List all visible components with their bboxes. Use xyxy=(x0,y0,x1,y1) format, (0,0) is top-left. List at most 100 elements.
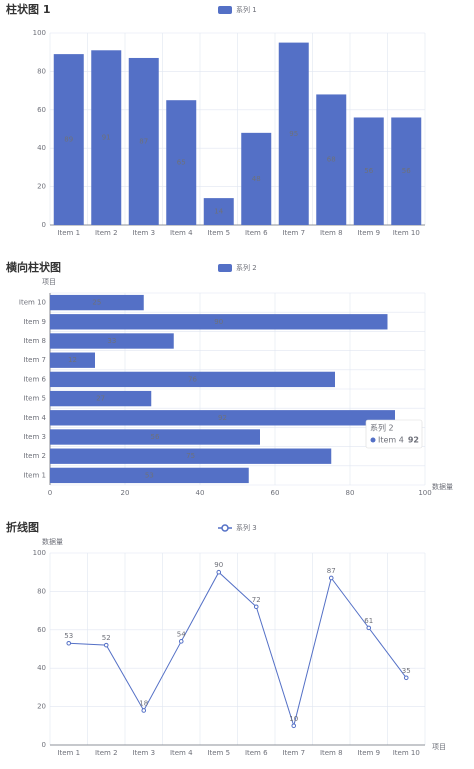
x-tick-label: Item 7 xyxy=(282,229,305,237)
data-label: 56 xyxy=(364,167,373,175)
data-label: 61 xyxy=(364,617,373,625)
y-tick-label: Item 6 xyxy=(23,375,46,383)
y-axis-title: 项目 xyxy=(42,278,56,286)
point xyxy=(141,708,147,713)
y-tick-label: Item 2 xyxy=(23,452,46,460)
x-tick-label: Item 1 xyxy=(57,229,80,237)
y-tick-label: Item 4 xyxy=(23,414,46,422)
y-tick-label: 60 xyxy=(37,106,46,114)
x-tick-label: Item 10 xyxy=(393,229,420,237)
x-tick-label: 60 xyxy=(271,489,280,497)
data-label: 68 xyxy=(327,156,336,164)
bar xyxy=(50,429,260,445)
bar xyxy=(50,467,249,484)
data-label: 12 xyxy=(68,356,77,364)
chart-title: 折线图 xyxy=(6,520,39,534)
y-tick-label: Item 1 xyxy=(23,471,46,479)
x-tick-label: 100 xyxy=(418,489,431,497)
x-tick-label: Item 3 xyxy=(132,749,155,757)
bar xyxy=(50,371,335,388)
point xyxy=(366,625,372,631)
bar xyxy=(203,198,234,225)
data-label: 72 xyxy=(252,596,261,604)
x-tick-label: Item 8 xyxy=(320,229,343,237)
line xyxy=(68,571,407,728)
x-tick-label: Item 6 xyxy=(245,229,268,237)
tooltip: 系列 2 Item 4 92 xyxy=(365,419,423,449)
x-tick-label: 0 xyxy=(48,489,52,497)
legend-marker xyxy=(221,524,229,532)
y-tick-label: 100 xyxy=(33,549,46,557)
x-tick-label: Item 5 xyxy=(207,229,230,237)
data-label: 65 xyxy=(177,159,186,167)
data-label: 18 xyxy=(139,699,148,707)
y-tick-label: Item 7 xyxy=(23,356,46,364)
point xyxy=(253,604,259,610)
data-label: 56 xyxy=(402,167,411,175)
x-tick-label: Item 5 xyxy=(207,749,230,757)
legend-marker xyxy=(218,6,232,14)
bar xyxy=(278,42,309,225)
x-tick-label: Item 8 xyxy=(320,749,343,757)
bar xyxy=(166,100,197,225)
data-label: 53 xyxy=(64,632,73,640)
x-tick-label: Item 1 xyxy=(57,749,80,757)
bar xyxy=(353,117,384,225)
point xyxy=(291,723,297,729)
bar xyxy=(391,117,422,225)
point xyxy=(216,569,222,575)
y-tick-label: 20 xyxy=(37,703,46,711)
data-label: 95 xyxy=(289,130,298,138)
data-label: 10 xyxy=(289,715,298,723)
data-label: 14 xyxy=(214,208,223,216)
x-tick-label: 40 xyxy=(196,489,205,497)
point xyxy=(178,639,184,644)
data-label: 75 xyxy=(186,452,195,460)
legend-label: 系列 2 xyxy=(236,263,257,272)
point xyxy=(103,642,109,648)
data-label: 87 xyxy=(327,567,336,575)
point xyxy=(328,575,334,581)
x-tick-label: Item 2 xyxy=(95,229,118,237)
bar xyxy=(53,54,84,226)
tooltip-value: 92 xyxy=(408,436,419,445)
data-label: 76 xyxy=(188,375,197,383)
data-label: 27 xyxy=(96,395,105,403)
tooltip-marker xyxy=(370,437,376,443)
chart-title: 横向柱状图 xyxy=(6,260,61,274)
data-label: 33 xyxy=(107,337,116,345)
chart-title: 柱状图 1 xyxy=(6,2,50,16)
point xyxy=(66,640,72,646)
data-label: 54 xyxy=(177,630,186,638)
y-tick-label: 100 xyxy=(33,29,46,37)
legend-marker xyxy=(218,264,232,272)
x-tick-label: Item 6 xyxy=(245,749,268,757)
x-tick-label: Item 7 xyxy=(282,749,305,757)
y-tick-label: 40 xyxy=(37,144,46,152)
y-tick-label: 40 xyxy=(37,664,46,672)
tooltip-series: 系列 2 xyxy=(370,423,394,433)
x-axis-title: 项目 xyxy=(432,743,446,751)
data-label: 56 xyxy=(151,433,160,441)
tooltip-category: Item 4 xyxy=(378,436,404,445)
bar xyxy=(50,352,95,368)
x-tick-label: Item 9 xyxy=(357,749,380,757)
y-tick-label: 80 xyxy=(37,587,46,595)
x-axis-title: 数据量 xyxy=(432,482,453,491)
data-label: 53 xyxy=(145,471,154,479)
bar xyxy=(50,314,388,330)
x-tick-label: Item 4 xyxy=(170,229,193,237)
bar xyxy=(50,333,174,349)
data-label: 91 xyxy=(102,134,111,142)
bar xyxy=(128,57,159,226)
x-tick-label: Item 4 xyxy=(170,749,193,757)
legend-label: 系列 1 xyxy=(236,5,257,14)
data-label: 92 xyxy=(218,414,227,422)
data-label: 48 xyxy=(252,175,261,183)
y-tick-label: 80 xyxy=(37,67,46,75)
y-tick-label: Item 3 xyxy=(23,433,46,441)
data-label: 25 xyxy=(92,299,101,307)
y-tick-label: 20 xyxy=(37,183,46,191)
data-label: 90 xyxy=(214,318,223,326)
